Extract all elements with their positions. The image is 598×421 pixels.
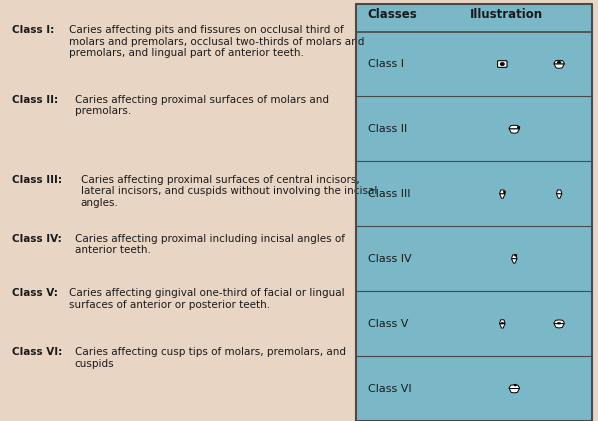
Ellipse shape: [501, 323, 504, 324]
Text: Class II: Class II: [368, 124, 407, 134]
Polygon shape: [499, 320, 505, 324]
Ellipse shape: [557, 62, 561, 63]
Text: Class IV: Class IV: [368, 254, 411, 264]
Text: Caries affecting proximal including incisal angles of
anterior teeth.: Caries affecting proximal including inci…: [75, 234, 345, 255]
Text: Class IV:: Class IV:: [12, 234, 62, 244]
Polygon shape: [511, 259, 517, 263]
Polygon shape: [499, 190, 505, 194]
Text: Caries affecting proximal surfaces of molars and
premolars.: Caries affecting proximal surfaces of mo…: [75, 95, 329, 116]
Polygon shape: [554, 60, 565, 64]
Ellipse shape: [515, 255, 517, 256]
Text: Class I:: Class I:: [12, 25, 54, 35]
FancyBboxPatch shape: [498, 61, 507, 67]
Text: Class II:: Class II:: [12, 95, 58, 105]
Polygon shape: [509, 129, 520, 133]
Text: Class III: Class III: [368, 189, 410, 199]
Text: Class V: Class V: [368, 319, 408, 329]
Text: Classes: Classes: [368, 8, 417, 21]
Polygon shape: [554, 64, 565, 68]
Ellipse shape: [501, 63, 504, 65]
Text: Class VI: Class VI: [368, 384, 411, 394]
Text: Class I: Class I: [368, 59, 404, 69]
FancyBboxPatch shape: [356, 4, 592, 421]
Ellipse shape: [518, 127, 520, 128]
Ellipse shape: [558, 323, 560, 324]
Polygon shape: [509, 385, 520, 389]
Text: Class VI:: Class VI:: [12, 347, 62, 357]
Text: Caries affecting gingival one-third of facial or lingual
surfaces of anterior or: Caries affecting gingival one-third of f…: [69, 288, 344, 310]
Polygon shape: [509, 125, 520, 129]
Text: Class III:: Class III:: [12, 175, 62, 185]
Polygon shape: [556, 194, 562, 198]
Text: Caries affecting cusp tips of molars, premolars, and
cuspids: Caries affecting cusp tips of molars, pr…: [75, 347, 346, 369]
Polygon shape: [511, 255, 517, 259]
Text: Illustration: Illustration: [469, 8, 542, 21]
Ellipse shape: [514, 384, 516, 386]
Text: Class V:: Class V:: [12, 288, 58, 298]
Polygon shape: [499, 194, 505, 198]
Text: Caries affecting proximal surfaces of central incisors,
lateral incisors, and cu: Caries affecting proximal surfaces of ce…: [81, 175, 377, 208]
Ellipse shape: [504, 191, 505, 192]
Text: Caries affecting pits and fissures on occlusal third of
molars and premolars, oc: Caries affecting pits and fissures on oc…: [69, 25, 364, 59]
Polygon shape: [554, 320, 565, 324]
Polygon shape: [556, 190, 562, 194]
Polygon shape: [554, 324, 565, 328]
Polygon shape: [499, 324, 505, 328]
Polygon shape: [509, 389, 520, 393]
